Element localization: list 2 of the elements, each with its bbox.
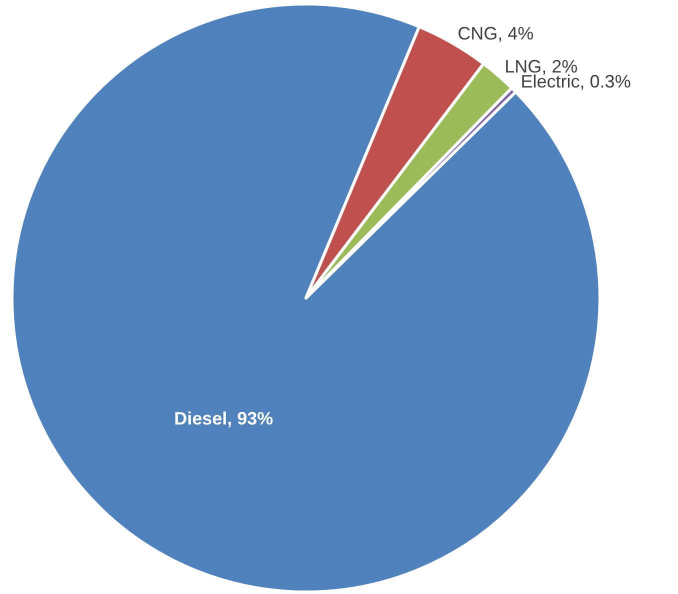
slice-label: Diesel, 93% bbox=[174, 408, 274, 429]
slice-label: CNG, 4% bbox=[458, 23, 534, 44]
